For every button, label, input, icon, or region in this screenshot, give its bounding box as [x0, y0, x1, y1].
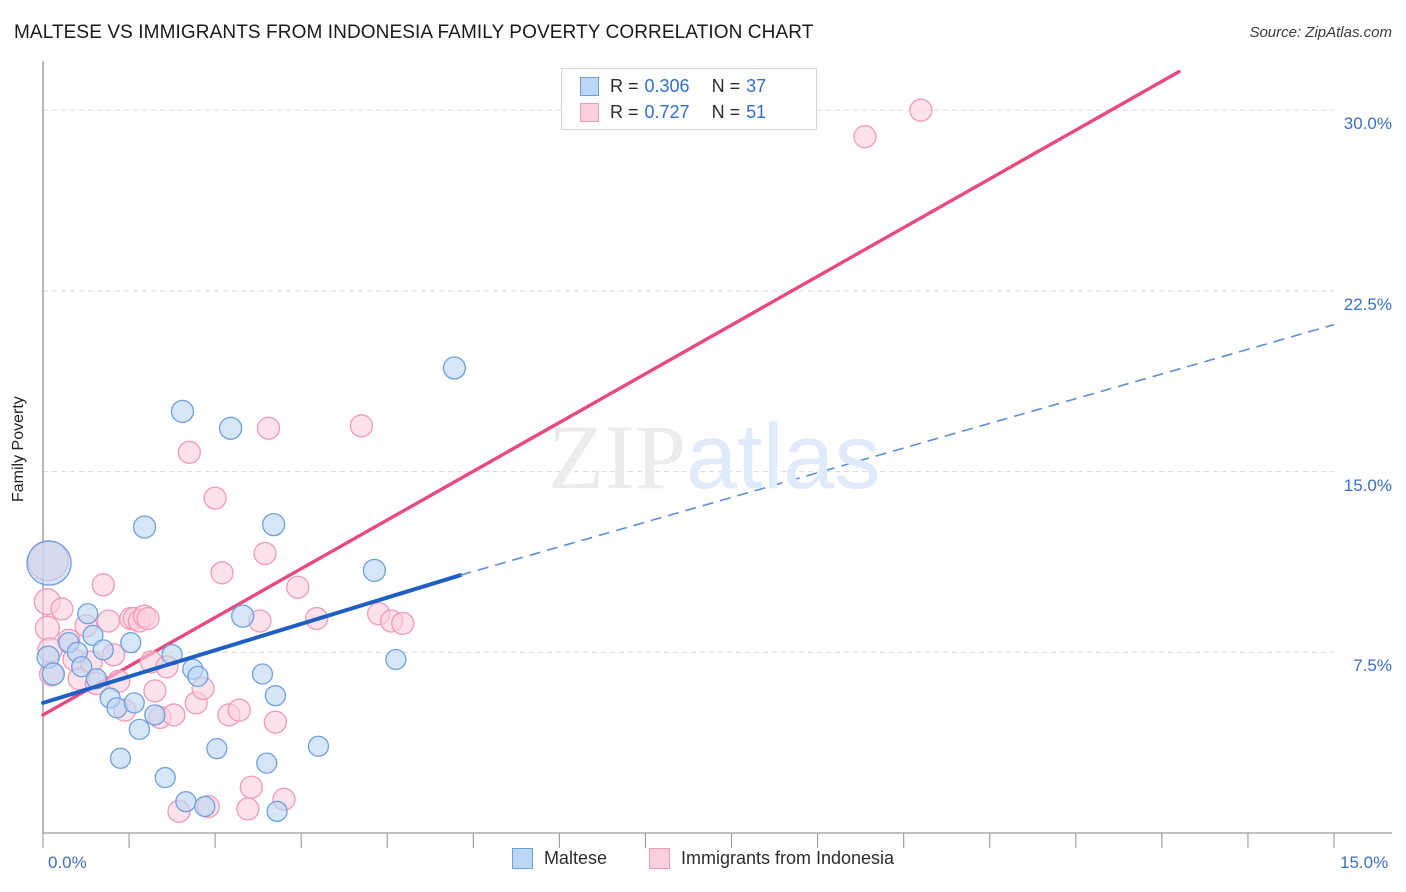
data-point-maltese[interactable]: [187, 665, 209, 688]
trendline-maltese-extension: [460, 323, 1335, 576]
trendline-maltese: [41, 573, 463, 705]
legend-swatch-indonesia: [580, 102, 599, 122]
legend-n-value-indonesia: 51: [746, 101, 767, 122]
data-point-maltese[interactable]: [231, 604, 255, 628]
series-swatch-maltese: [511, 848, 533, 869]
data-point-maltese[interactable]: [77, 603, 99, 625]
data-point-maltese[interactable]: [92, 639, 114, 661]
data-point-maltese[interactable]: [123, 692, 145, 714]
legend-swatch-maltese: [580, 76, 599, 96]
data-point-maltese[interactable]: [194, 795, 216, 818]
data-point-indonesia[interactable]: [143, 679, 167, 703]
data-point-indonesia[interactable]: [162, 703, 186, 727]
y-axis-tick-label: 7.5%: [1353, 656, 1392, 676]
data-point-maltese[interactable]: [109, 747, 132, 769]
y-axis-tick-label: 30.0%: [1343, 114, 1392, 134]
x-axis-tick-label: 15.0%: [1340, 853, 1389, 872]
data-point-indonesia[interactable]: [253, 541, 277, 566]
trendline-indonesia: [41, 69, 1181, 717]
legend-r-value-indonesia: 0.727: [644, 101, 690, 122]
correlation-legend: R = 0.306 N = 37 R = 0.727 N = 51: [561, 68, 817, 130]
data-point-maltese[interactable]: [362, 558, 387, 583]
legend-n-label-maltese: N =: [711, 75, 741, 96]
legend-r-label-indonesia: R =: [610, 101, 639, 122]
data-point-maltese[interactable]: [262, 512, 286, 537]
series-legend-item-indonesia[interactable]: Immigrants from Indonesia: [648, 848, 895, 869]
data-point-maltese[interactable]: [206, 738, 228, 760]
data-point-maltese[interactable]: [170, 399, 195, 424]
legend-row-indonesia: R = 0.727 N = 51: [580, 99, 766, 125]
data-point-indonesia[interactable]: [203, 486, 227, 510]
data-point-indonesia[interactable]: [91, 573, 115, 597]
data-point-maltese[interactable]: [264, 685, 287, 707]
page-title: MALTESE VS IMMIGRANTS FROM INDONESIA FAM…: [14, 22, 814, 43]
series-label-maltese: Maltese: [543, 848, 607, 868]
data-point-maltese[interactable]: [385, 648, 407, 671]
data-point-maltese[interactable]: [132, 515, 157, 539]
data-point-indonesia[interactable]: [853, 125, 877, 149]
data-point-maltese[interactable]: [218, 416, 243, 440]
series-swatch-indonesia: [648, 848, 670, 869]
data-point-indonesia[interactable]: [256, 416, 281, 440]
data-point-maltese[interactable]: [128, 718, 151, 741]
data-point-maltese[interactable]: [82, 624, 104, 647]
data-point-maltese[interactable]: [266, 800, 288, 822]
data-point-indonesia[interactable]: [236, 797, 260, 821]
legend-n-label-indonesia: N =: [711, 101, 741, 122]
data-point-maltese[interactable]: [144, 704, 166, 726]
series-legend: Maltese Immigrants from Indonesia: [0, 848, 1406, 869]
data-point-maltese[interactable]: [307, 735, 330, 757]
series-legend-item-maltese[interactable]: Maltese: [511, 848, 607, 869]
legend-n-value-maltese: 37: [746, 75, 767, 96]
legend-r-value-maltese: 0.306: [644, 75, 690, 96]
x-axis-tick-label: 0.0%: [48, 853, 87, 872]
source-label: Source: ZipAtlas.com: [1249, 24, 1392, 41]
data-point-indonesia[interactable]: [391, 611, 415, 636]
y-axis-tick-label: 22.5%: [1343, 294, 1392, 314]
data-point-maltese[interactable]: [120, 632, 142, 654]
data-point-indonesia[interactable]: [909, 98, 933, 122]
data-point-indonesia[interactable]: [263, 710, 288, 734]
data-point-maltese[interactable]: [154, 766, 176, 789]
series-label-indonesia: Immigrants from Indonesia: [680, 848, 895, 868]
data-point-indonesia[interactable]: [210, 561, 234, 585]
data-point-maltese[interactable]: [256, 752, 278, 774]
data-point-indonesia[interactable]: [239, 775, 263, 799]
data-point-maltese[interactable]: [442, 356, 467, 380]
data-point-indonesia[interactable]: [349, 414, 374, 438]
legend-r-label-maltese: R =: [610, 75, 639, 96]
data-point-indonesia[interactable]: [286, 575, 310, 599]
data-point-maltese[interactable]: [251, 663, 274, 685]
data-point-maltese[interactable]: [26, 540, 72, 586]
legend-row-maltese: R = 0.306 N = 37: [580, 73, 766, 99]
data-point-maltese[interactable]: [175, 791, 197, 813]
data-point-indonesia[interactable]: [50, 597, 74, 621]
data-point-indonesia[interactable]: [177, 440, 201, 464]
data-point-indonesia[interactable]: [34, 615, 60, 641]
data-point-maltese[interactable]: [71, 656, 93, 678]
data-point-indonesia[interactable]: [227, 698, 251, 722]
y-axis-tick-label: 15.0%: [1343, 475, 1392, 495]
data-point-maltese[interactable]: [41, 662, 65, 686]
data-point-indonesia[interactable]: [136, 606, 160, 631]
